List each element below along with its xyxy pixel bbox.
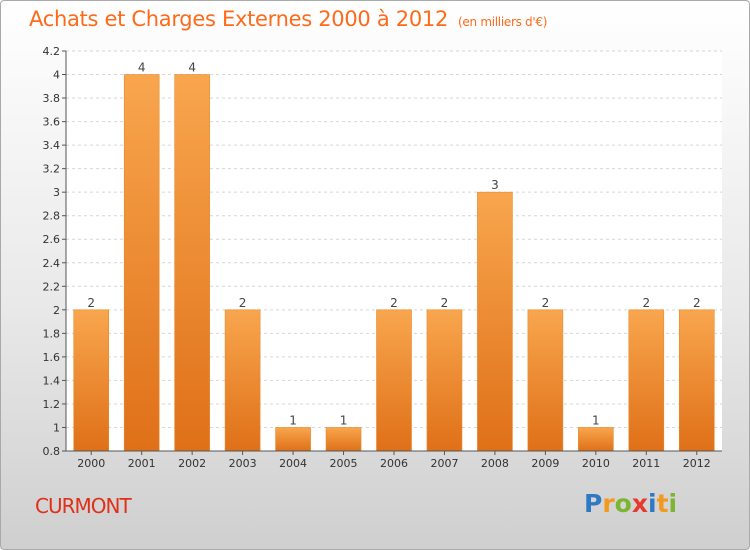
y-tick-label: 4.2 <box>43 45 61 58</box>
y-axis: 0.8 1 1.2 1.4 1.6 1.8 2 2.2 2.4 2.6 2.8 3 3.2 3.4 3.6 3… <box>43 45 67 458</box>
y-tick-label: 4 <box>53 69 60 82</box>
y-tick-label: 3.6 <box>43 116 61 129</box>
x-tick-label: 2008 <box>481 457 509 470</box>
data-label: 2 <box>693 296 701 310</box>
y-tick-label: 0.8 <box>43 445 61 458</box>
x-axis: 2000 2001 2002 2003 2004 2005 2006 2007 2008 2009… <box>66 450 722 470</box>
y-tick-label: 2.8 <box>43 210 61 223</box>
y-tick-label: 1 <box>53 421 60 434</box>
bar <box>628 309 665 452</box>
y-tick-label: 1.8 <box>43 327 61 340</box>
data-label: 1 <box>340 413 348 427</box>
x-tick-label: 2001 <box>128 457 156 470</box>
bar <box>325 427 362 452</box>
bar <box>73 309 110 452</box>
chart-subtitle: (en milliers d'€) <box>458 15 548 29</box>
data-label: 2 <box>87 296 95 310</box>
y-tick-label: 3.8 <box>43 92 61 105</box>
x-tick-label: 2007 <box>430 457 458 470</box>
bars: 2 4 4 2 1 1 2 2 3 2 1 2 2 <box>73 61 715 452</box>
brand-letter: i <box>668 489 678 518</box>
x-tick-label: 2011 <box>632 457 660 470</box>
bar <box>678 309 715 452</box>
x-tick-label: 2003 <box>229 457 257 470</box>
bar <box>224 309 261 452</box>
brand-letter: t <box>656 489 669 518</box>
y-tick-label: 3.2 <box>43 163 61 176</box>
brand-logo: Proxiti <box>584 489 677 518</box>
bar <box>275 427 311 452</box>
x-tick-label: 2004 <box>279 457 307 470</box>
brand-letter: o <box>614 489 632 518</box>
y-tick-label: 2.4 <box>43 257 61 270</box>
x-tick-label: 2012 <box>683 457 711 470</box>
x-tick-label: 2010 <box>582 457 610 470</box>
brand-letter: i <box>648 489 657 518</box>
y-tick-label: 1.2 <box>43 398 61 411</box>
x-tick-label: 2000 <box>77 457 105 470</box>
bar <box>174 74 210 452</box>
y-tick-label: 2 <box>53 304 60 317</box>
brand-letter: r <box>602 489 615 518</box>
x-tick-label: 2009 <box>531 457 559 470</box>
x-tick-label: 2002 <box>178 457 206 470</box>
y-tick-label: 3.4 <box>43 139 61 152</box>
y-tick-label: 2.2 <box>43 280 61 293</box>
bar <box>578 427 614 452</box>
x-tick-label: 2006 <box>380 457 408 470</box>
data-label: 2 <box>239 296 247 310</box>
data-label: 3 <box>491 178 499 192</box>
bar <box>426 309 463 452</box>
data-label: 1 <box>592 413 600 427</box>
data-label: 2 <box>642 296 650 310</box>
data-label: 4 <box>138 61 146 75</box>
brand-letter: x <box>631 489 648 518</box>
data-label: 1 <box>289 413 297 427</box>
y-tick-label: 3 <box>53 186 60 199</box>
data-label: 2 <box>542 296 550 310</box>
data-label: 4 <box>188 61 196 75</box>
y-tick-label: 1.4 <box>43 374 61 387</box>
bar <box>477 191 513 452</box>
bar <box>376 309 412 452</box>
y-tick-label: 2.6 <box>43 233 61 246</box>
data-label: 2 <box>390 296 398 310</box>
chart-title-text: Achats et Charges Externes 2000 à 2012 <box>29 7 449 31</box>
bar <box>527 309 564 452</box>
chart-title: Achats et Charges Externes 2000 à 2012 (e… <box>29 7 547 31</box>
y-tick-label: 1.6 <box>43 351 61 364</box>
brand-letter: P <box>584 489 603 518</box>
x-tick-label: 2005 <box>330 457 358 470</box>
commune-name: CURMONT <box>35 494 132 518</box>
bar <box>123 74 160 452</box>
data-label: 2 <box>441 296 449 310</box>
